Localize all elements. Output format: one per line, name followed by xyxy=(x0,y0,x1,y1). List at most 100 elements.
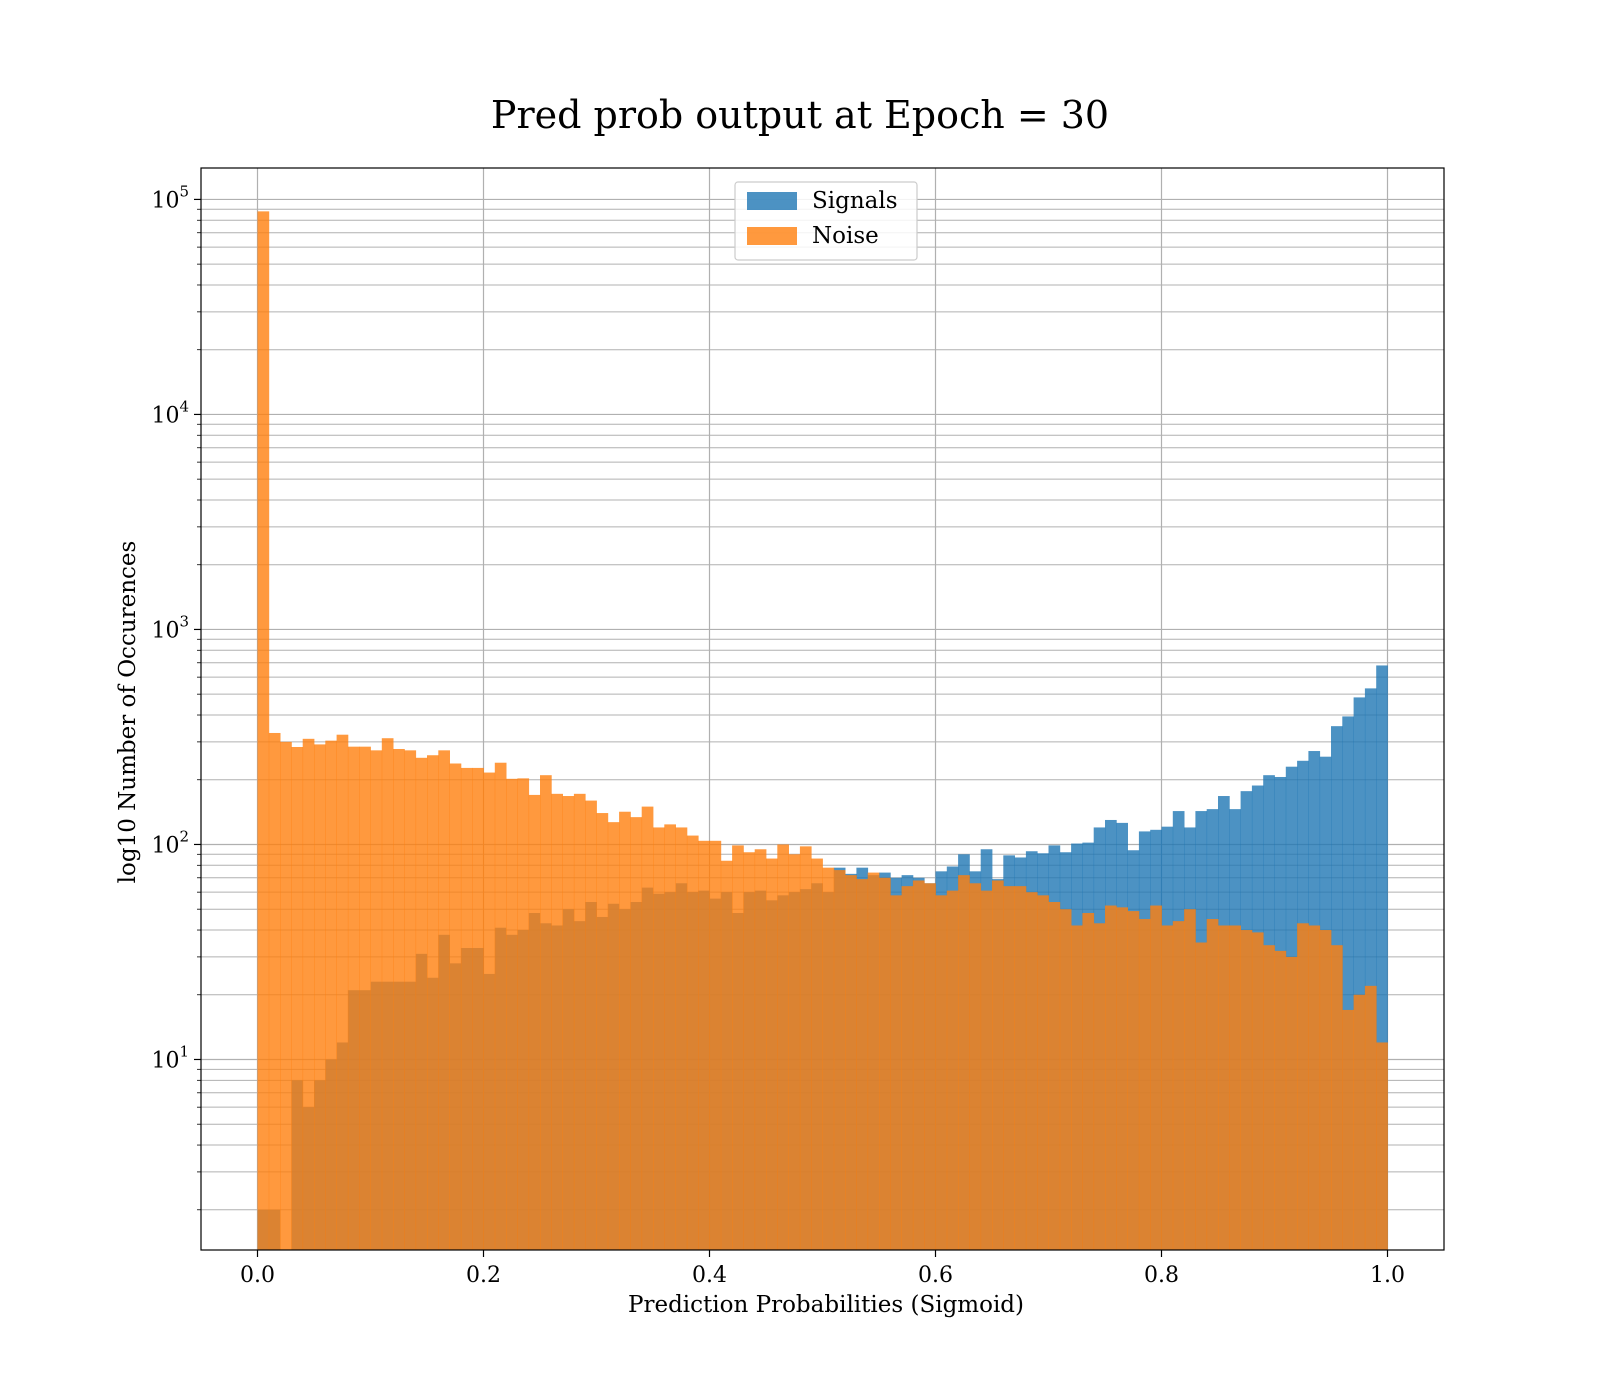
bar-noise xyxy=(427,755,439,1250)
bar-signals xyxy=(1364,688,1377,1250)
bar-noise xyxy=(845,875,857,1250)
bar-noise xyxy=(686,835,699,1250)
bar-noise xyxy=(494,762,507,1250)
bar-noise xyxy=(1105,905,1117,1250)
bar-noise xyxy=(641,806,654,1250)
bar-noise xyxy=(291,746,304,1250)
y-tick-label: 103 xyxy=(151,612,189,643)
bar-noise xyxy=(1331,945,1343,1250)
bar-noise xyxy=(619,811,631,1250)
x-tick-label: 0.4 xyxy=(692,1263,727,1288)
bar-noise xyxy=(1263,945,1275,1250)
bar-noise xyxy=(1364,985,1377,1250)
bar-noise xyxy=(336,734,349,1250)
bar-noise xyxy=(1172,921,1185,1250)
bar-noise xyxy=(1184,909,1196,1250)
bar-noise xyxy=(1218,925,1230,1250)
bar-noise xyxy=(1297,923,1309,1250)
bar-noise xyxy=(664,824,676,1250)
x-axis-label: Prediction Probabilities (Sigmoid) xyxy=(628,1292,1024,1318)
bar-noise xyxy=(359,746,371,1250)
bar-noise xyxy=(1195,942,1208,1250)
x-tick-label: 0.8 xyxy=(1144,1263,1179,1288)
bar-noise xyxy=(562,796,575,1250)
bar-noise xyxy=(653,827,665,1250)
x-tick-label: 0.2 xyxy=(466,1263,501,1288)
x-tick-label: 0.0 xyxy=(240,1263,275,1288)
bar-noise xyxy=(1116,907,1128,1250)
bar-noise xyxy=(1229,925,1241,1250)
bar-noise xyxy=(370,750,383,1250)
y-axis-label: log10 Number of Occurences xyxy=(115,541,141,884)
bar-noise xyxy=(980,890,993,1250)
bar-noise xyxy=(766,858,778,1250)
series-noise xyxy=(257,211,1388,1251)
bar-noise xyxy=(528,794,541,1250)
bar-noise xyxy=(811,858,823,1250)
bar-noise xyxy=(1206,919,1219,1250)
legend-label-noise: Noise xyxy=(812,223,879,249)
bar-noise xyxy=(732,845,744,1250)
bar-noise xyxy=(540,775,552,1250)
axis-ticks: 0.0 0.2 0.4 0.6 0.8 1.0 101 102 103 104 105 xyxy=(151,182,1405,1288)
bar-noise xyxy=(856,879,869,1250)
bar-noise xyxy=(1161,925,1174,1250)
bars xyxy=(257,211,1388,1251)
bar-noise xyxy=(607,822,620,1250)
bar-noise xyxy=(879,877,891,1250)
y-tick-label: 101 xyxy=(151,1042,189,1073)
bar-signals xyxy=(1342,716,1354,1250)
bar-noise xyxy=(1342,1009,1354,1250)
bar-noise xyxy=(1127,911,1140,1250)
bar-noise xyxy=(754,849,767,1250)
bar-noise xyxy=(449,763,462,1250)
bar-noise xyxy=(799,846,812,1250)
bar-noise xyxy=(483,772,496,1250)
bar-noise xyxy=(1093,923,1106,1250)
bar-noise xyxy=(901,886,914,1250)
bar-noise xyxy=(280,741,292,1250)
legend-swatch-noise xyxy=(747,227,797,245)
bar-noise xyxy=(1319,930,1332,1250)
bar-noise xyxy=(890,895,902,1250)
x-tick-label: 0.6 xyxy=(918,1263,953,1288)
bar-noise xyxy=(347,746,360,1250)
legend-label-signals: Signals xyxy=(812,188,898,214)
legend: Signals Noise xyxy=(734,181,918,261)
bar-noise xyxy=(393,748,405,1250)
chart-title: Pred prob output at Epoch = 30 xyxy=(491,93,1109,137)
bar-noise xyxy=(1037,895,1049,1250)
bar-noise xyxy=(1285,956,1298,1250)
bar-noise xyxy=(460,767,473,1250)
bar-noise xyxy=(1003,886,1015,1250)
bar-noise xyxy=(675,827,688,1250)
bar-noise xyxy=(788,854,801,1250)
bar-signals xyxy=(1376,665,1388,1250)
bar-noise xyxy=(1071,925,1083,1250)
bar-noise xyxy=(1025,892,1038,1250)
bar-noise xyxy=(924,883,936,1250)
bar-noise xyxy=(709,840,722,1250)
bar-noise xyxy=(1014,886,1027,1250)
bar-noise xyxy=(314,744,326,1250)
bar-signals xyxy=(1353,697,1366,1250)
bar-noise xyxy=(935,895,948,1250)
bar-noise xyxy=(1082,913,1095,1250)
bar-noise xyxy=(381,738,394,1250)
y-tick-label: 102 xyxy=(151,827,189,858)
bar-noise xyxy=(1240,930,1253,1250)
bar-noise xyxy=(946,890,959,1250)
bar-noise xyxy=(1150,905,1162,1250)
bar-noise xyxy=(585,800,597,1250)
bar-noise xyxy=(1274,950,1287,1250)
bar-noise xyxy=(1138,919,1151,1250)
bar-noise xyxy=(302,738,315,1250)
plot-frame xyxy=(200,167,1445,1251)
legend-swatch-signals xyxy=(747,192,797,210)
bar-noise xyxy=(1251,932,1264,1250)
bar-noise xyxy=(777,844,789,1250)
bar-noise xyxy=(720,860,733,1250)
y-tick-label: 105 xyxy=(151,182,189,213)
bar-noise xyxy=(833,870,846,1250)
